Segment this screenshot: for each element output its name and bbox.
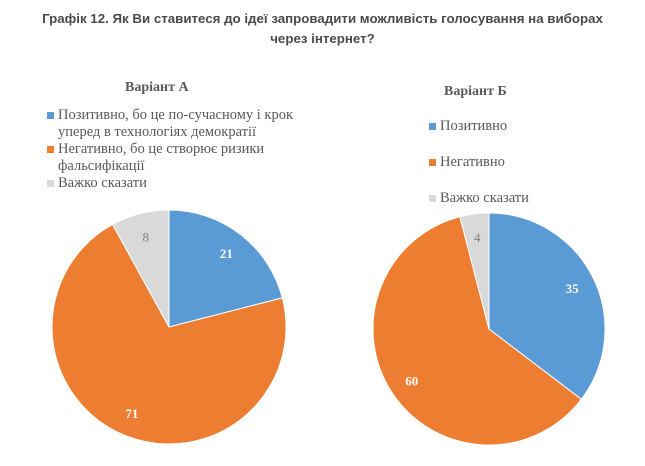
- legend-item-unsure: Важко сказати: [47, 175, 293, 192]
- legend-item-unsure: Важко сказати: [429, 190, 529, 207]
- data-label-positive: 35: [566, 281, 580, 296]
- legend-swatch-positive: [47, 112, 54, 119]
- legend-swatch-negative: [429, 159, 436, 166]
- legend-label: Важко сказати: [58, 175, 147, 191]
- data-label-negative: 71: [125, 406, 138, 421]
- chart-a-title: Варіант А: [125, 80, 189, 95]
- legend-label: Позитивно: [440, 118, 508, 134]
- figure-title: Графік 12. Як Ви ставитеся до ідеї запро…: [0, 9, 645, 49]
- legend-label: Негативно, бо це створює ризики: [58, 141, 265, 157]
- pie-slice-unsure: [459, 212, 490, 330]
- legend-label-cont: уперед в технологіях демократії: [58, 124, 257, 140]
- data-label-unsure: 8: [142, 229, 149, 244]
- pie-slice-positive: [488, 212, 606, 400]
- legend-swatch-negative: [47, 146, 54, 153]
- legend-item-negative: Негативно: [429, 154, 529, 171]
- figure-title-line2: через інтернет?: [270, 31, 375, 46]
- legend-item-positive: Позитивно, бо це по-сучасному і крок упе…: [47, 107, 293, 141]
- chart-b-title: Варіант Б: [444, 84, 507, 99]
- legend-label: Позитивно, бо це по-сучасному і крок: [58, 107, 294, 123]
- pie-slice-negative: [372, 216, 583, 446]
- data-label-negative: 60: [405, 373, 418, 388]
- legend-swatch-unsure: [429, 195, 436, 202]
- data-label-unsure: 4: [474, 230, 481, 245]
- pie-slice-positive: [168, 209, 283, 328]
- pie-slice-unsure: [111, 209, 170, 328]
- chart-b-legend: Позитивно Негативно Важко сказати: [429, 118, 529, 207]
- data-label-positive: 21: [220, 246, 233, 261]
- legend-item-negative: Негативно, бо це створює ризики фальсифі…: [47, 141, 293, 175]
- legend-item-positive: Позитивно: [429, 118, 529, 135]
- legend-label-cont: фальсифікації: [58, 158, 145, 174]
- figure-title-line1: Графік 12. Як Ви ставитеся до ідеї запро…: [42, 11, 603, 26]
- legend-swatch-unsure: [47, 180, 54, 187]
- legend-label: Негативно: [440, 154, 505, 170]
- legend-swatch-positive: [429, 123, 436, 130]
- legend-label: Важко сказати: [440, 190, 529, 206]
- pie-slice-negative: [51, 223, 287, 445]
- chart-a-legend: Позитивно, бо це по-сучасному і крок упе…: [47, 107, 293, 192]
